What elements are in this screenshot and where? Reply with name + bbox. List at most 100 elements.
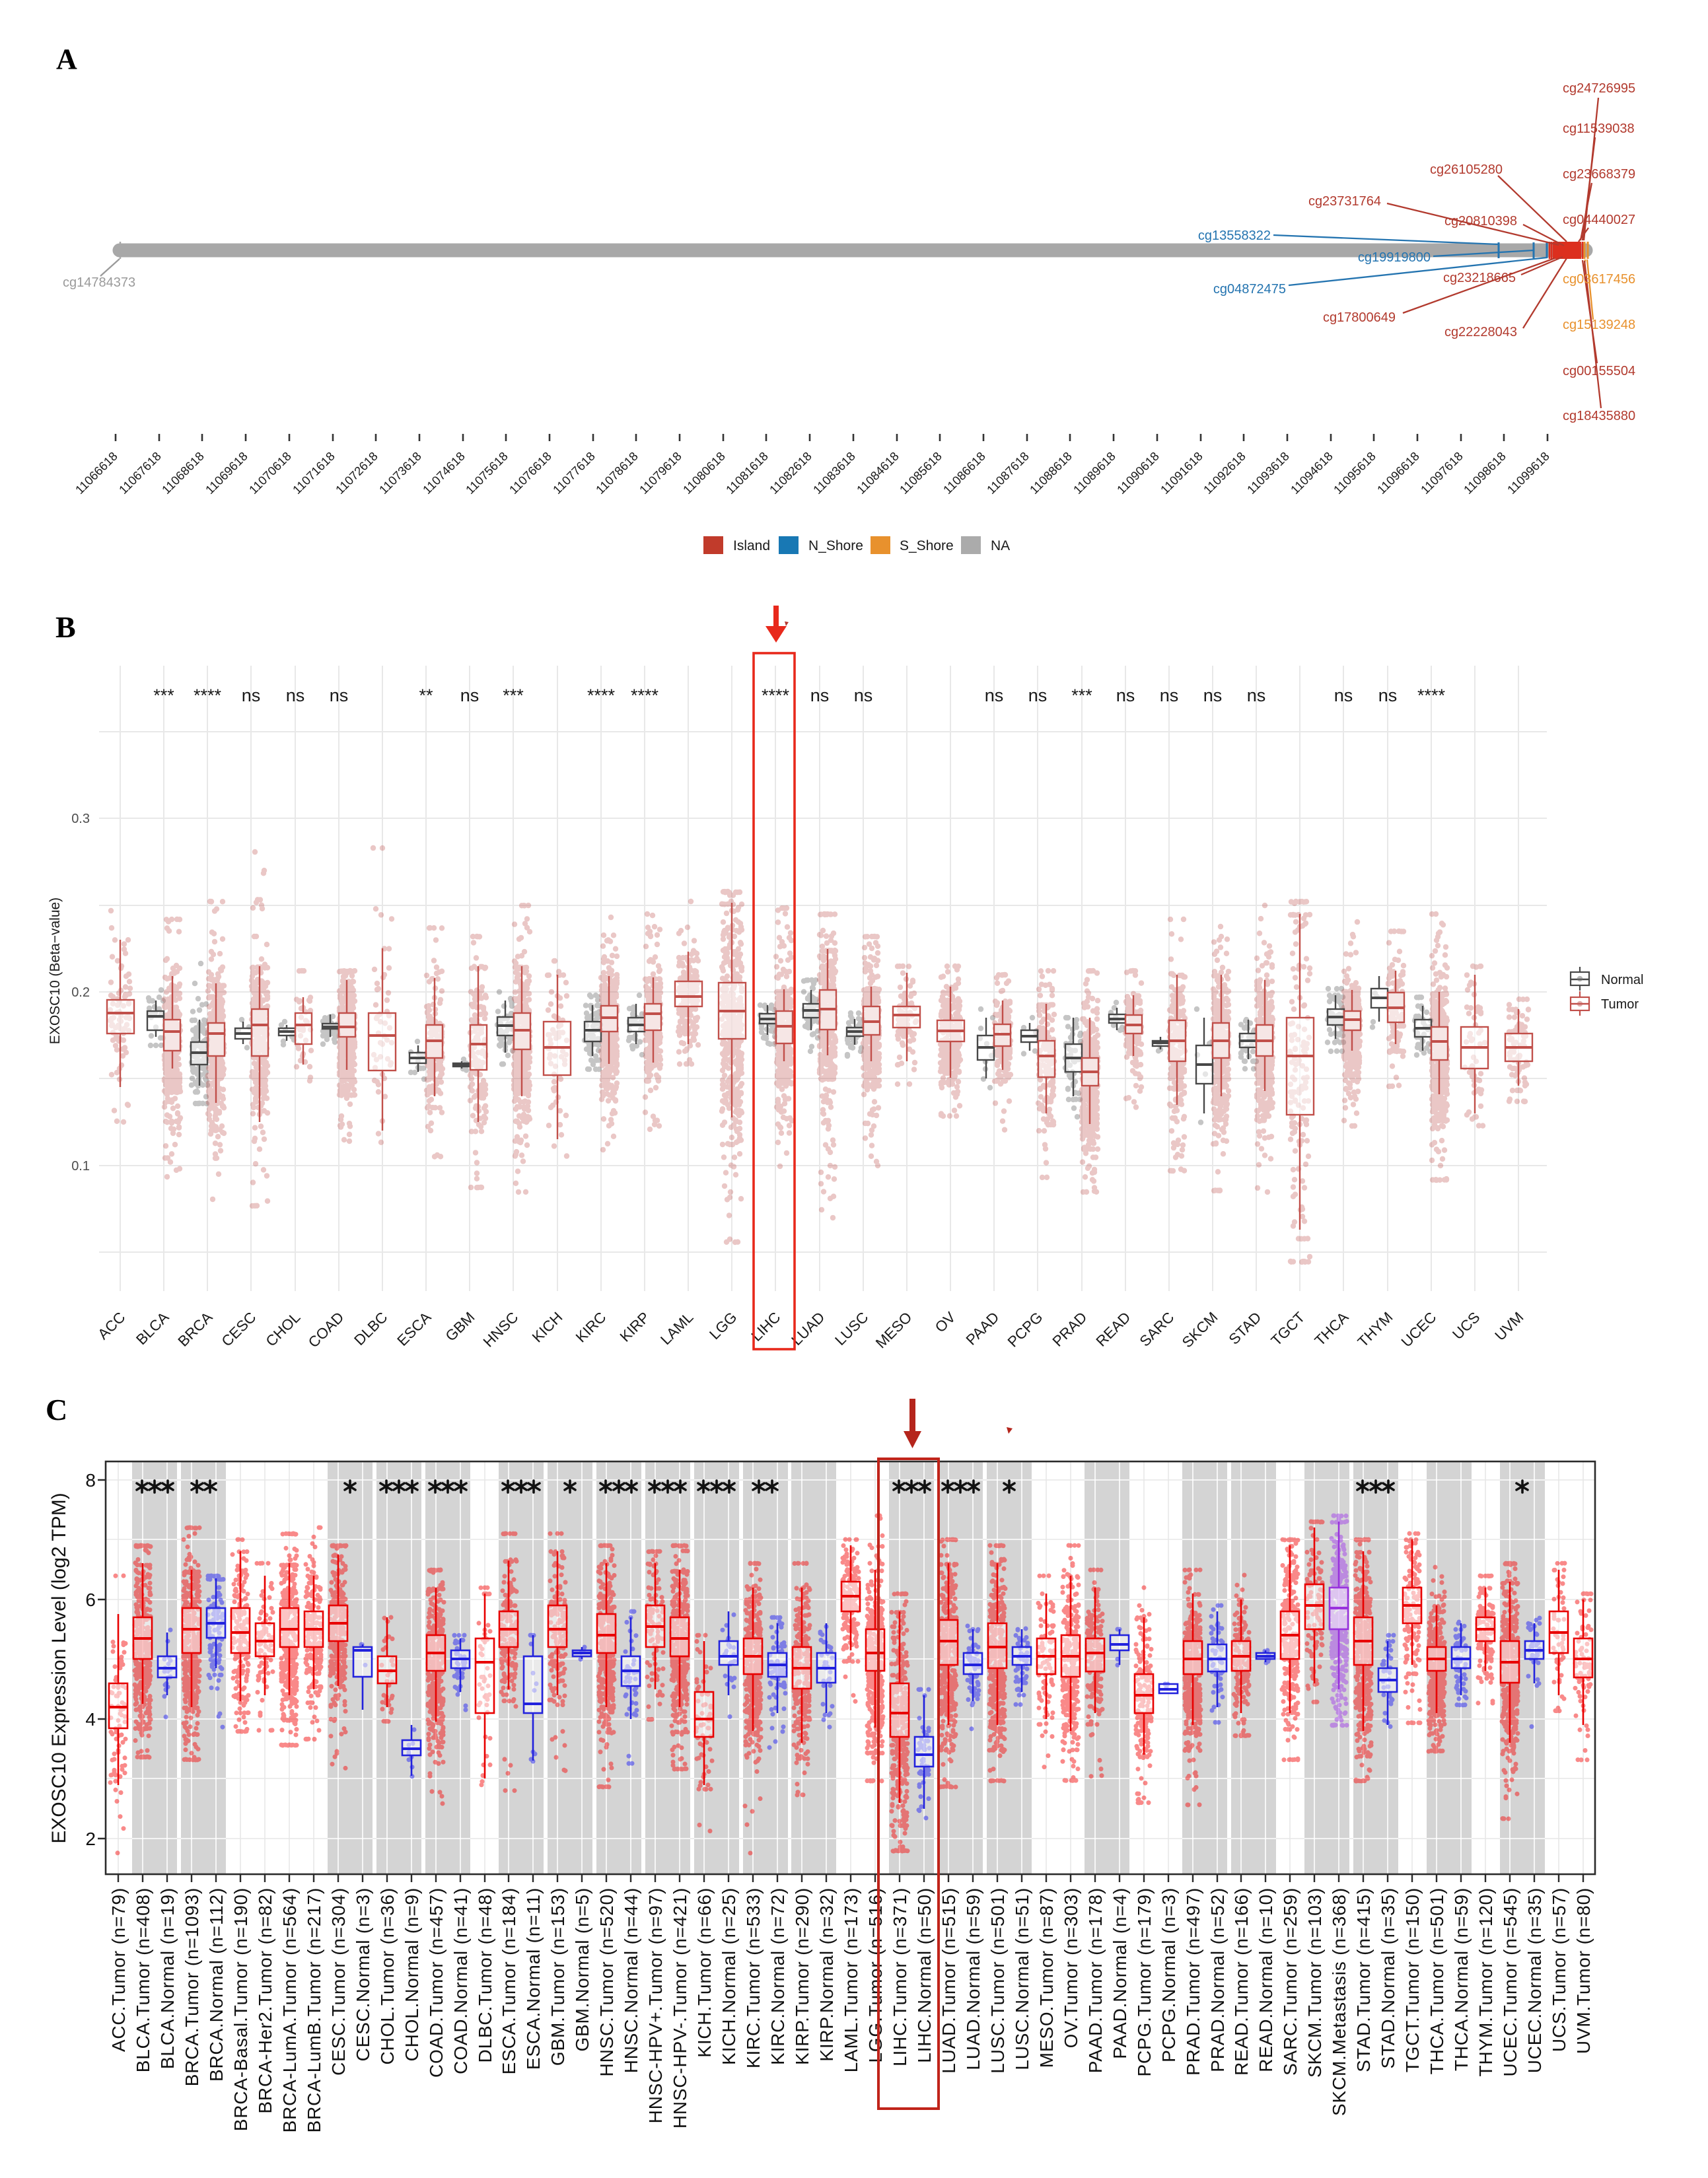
svg-text:KIRC.Normal (n=72): KIRC.Normal (n=72) (767, 1887, 788, 2065)
svg-text:cg23668379: cg23668379 (1563, 167, 1635, 182)
svg-text:cg00155504: cg00155504 (1563, 364, 1635, 378)
svg-text:ns: ns (1378, 685, 1398, 705)
svg-text:GBM.Normal (n=5): GBM.Normal (n=5) (572, 1887, 592, 2052)
svg-text:KICH.Normal (n=25): KICH.Normal (n=25) (719, 1887, 739, 2065)
svg-text:HNSC.Normal (n=44): HNSC.Normal (n=44) (621, 1887, 641, 2073)
svg-text:ns: ns (1247, 685, 1266, 705)
svg-text:ns: ns (1334, 685, 1353, 705)
svg-text:cg23218665: cg23218665 (1443, 271, 1516, 285)
svg-text:SARC.Tumor (n=259): SARC.Tumor (n=259) (1280, 1887, 1300, 2076)
svg-text:N_Shore: N_Shore (808, 538, 863, 553)
svg-text:PCPG.Normal (n=3): PCPG.Normal (n=3) (1158, 1887, 1179, 2062)
svg-text:ns: ns (286, 685, 305, 705)
svg-text:**: ** (419, 685, 433, 705)
svg-text:A: A (56, 43, 77, 75)
svg-text:KIRC.Tumor (n=533): KIRC.Tumor (n=533) (743, 1887, 764, 2068)
svg-text:BRCA-Basal.Tumor (n=190): BRCA-Basal.Tumor (n=190) (231, 1887, 251, 2131)
svg-text:cg26105280: cg26105280 (1430, 162, 1503, 177)
svg-text:***: *** (1071, 685, 1092, 705)
svg-text:****: **** (194, 685, 222, 705)
svg-text:C: C (46, 1393, 67, 1426)
svg-text:BLCA.Normal (n=19): BLCA.Normal (n=19) (157, 1887, 178, 2069)
svg-text:LUSC.Tumor (n=501): LUSC.Tumor (n=501) (987, 1887, 1008, 2074)
svg-text:8: 8 (85, 1470, 96, 1491)
svg-text:ESCA.Tumor (n=184): ESCA.Tumor (n=184) (499, 1887, 519, 2074)
svg-text:ns: ns (985, 685, 1004, 705)
svg-text:cg11539038: cg11539038 (1563, 122, 1635, 136)
svg-text:LAML.Tumor (n=173): LAML.Tumor (n=173) (841, 1887, 861, 2072)
svg-text:ns: ns (460, 685, 480, 705)
svg-text:STAD.Normal (n=35): STAD.Normal (n=35) (1378, 1887, 1398, 2069)
svg-text:TGCT.Tumor (n=150): TGCT.Tumor (n=150) (1402, 1887, 1423, 2072)
svg-text:PAAD.Normal (n=4): PAAD.Normal (n=4) (1110, 1887, 1130, 2059)
svg-text:GBM.Tumor (n=153): GBM.Tumor (n=153) (548, 1887, 568, 2066)
svg-text:0.3: 0.3 (71, 812, 90, 826)
svg-text:EXOSC10 Expression Level (log2: EXOSC10 Expression Level (log2 TPM) (48, 1493, 70, 1843)
svg-text:BRCA.Tumor (n=1093): BRCA.Tumor (n=1093) (182, 1887, 202, 2086)
svg-text:LIHC.Tumor (n=371): LIHC.Tumor (n=371) (890, 1887, 910, 2066)
svg-text:OV.Tumor (n=303): OV.Tumor (n=303) (1061, 1887, 1081, 2048)
svg-text:THCA.Tumor (n=501): THCA.Tumor (n=501) (1427, 1887, 1447, 2074)
svg-text:CESC.Tumor (n=304): CESC.Tumor (n=304) (328, 1887, 349, 2076)
svg-text:ns: ns (1203, 685, 1223, 705)
svg-text:ns: ns (242, 685, 261, 705)
svg-text:PRAD.Tumor (n=497): PRAD.Tumor (n=497) (1183, 1887, 1203, 2076)
svg-text:PRAD.Normal (n=52): PRAD.Normal (n=52) (1207, 1887, 1228, 2072)
svg-text:SKCM.Metastasis (n=368): SKCM.Metastasis (n=368) (1329, 1887, 1349, 2116)
svg-text:COAD.Tumor (n=457): COAD.Tumor (n=457) (426, 1887, 446, 2078)
svg-text:UVM.Tumor (n=80): UVM.Tumor (n=80) (1573, 1887, 1594, 2054)
svg-text:****: **** (587, 685, 616, 705)
svg-text:4: 4 (85, 1709, 96, 1730)
svg-text:HNSC-HPV+.Tumor (n=97): HNSC-HPV+.Tumor (n=97) (645, 1887, 666, 2123)
svg-text:cg04872475: cg04872475 (1213, 282, 1286, 297)
svg-text:***: *** (503, 685, 524, 705)
svg-text:cg04440027: cg04440027 (1563, 213, 1635, 227)
svg-text:cg15139248: cg15139248 (1563, 318, 1635, 332)
svg-text:PCPG.Tumor (n=179): PCPG.Tumor (n=179) (1134, 1887, 1155, 2076)
svg-text:ns: ns (854, 685, 873, 705)
svg-text:cg17800649: cg17800649 (1323, 310, 1396, 325)
svg-text:B: B (55, 610, 76, 644)
svg-text:SKCM.Tumor (n=103): SKCM.Tumor (n=103) (1304, 1887, 1325, 2078)
svg-text:ns: ns (1160, 685, 1179, 705)
svg-text:****: **** (762, 685, 790, 705)
svg-text:cg14784373: cg14784373 (63, 275, 135, 290)
svg-text:KIRP.Tumor (n=290): KIRP.Tumor (n=290) (792, 1887, 812, 2065)
svg-text:S_Shore: S_Shore (900, 538, 954, 553)
svg-text:ESCA.Normal (n=11): ESCA.Normal (n=11) (523, 1887, 544, 2070)
svg-text:MESO.Tumor (n=87): MESO.Tumor (n=87) (1036, 1887, 1057, 2068)
svg-text:KICH.Tumor (n=66): KICH.Tumor (n=66) (694, 1887, 715, 2058)
svg-text:NA: NA (991, 538, 1010, 553)
svg-text:****: **** (631, 685, 659, 705)
svg-text:Island: Island (733, 538, 770, 553)
svg-text:6: 6 (85, 1590, 96, 1610)
svg-text:LIHC.Normal (n=50): LIHC.Normal (n=50) (914, 1887, 935, 2063)
svg-text:cg18435880: cg18435880 (1563, 409, 1635, 423)
svg-text:LUAD.Tumor (n=515): LUAD.Tumor (n=515) (939, 1887, 959, 2074)
svg-text:cg13558322: cg13558322 (1198, 228, 1271, 243)
svg-text:Tumor: Tumor (1601, 997, 1639, 1012)
svg-text:Normal: Normal (1601, 973, 1643, 987)
svg-text:STAD.Tumor (n=415): STAD.Tumor (n=415) (1353, 1887, 1374, 2072)
svg-text:ns: ns (1116, 685, 1135, 705)
svg-text:cg03617456: cg03617456 (1563, 272, 1635, 287)
svg-text:cg23731764: cg23731764 (1308, 194, 1381, 209)
svg-text:ACC.Tumor (n=79): ACC.Tumor (n=79) (108, 1887, 129, 2052)
svg-text:BRCA-LumB.Tumor (n=217): BRCA-LumB.Tumor (n=217) (304, 1887, 324, 2132)
svg-text:cg20810398: cg20810398 (1444, 214, 1517, 228)
svg-text:CHOL.Tumor (n=36): CHOL.Tumor (n=36) (377, 1887, 398, 2065)
svg-text:COAD.Normal (n=41): COAD.Normal (n=41) (450, 1887, 471, 2074)
svg-text:LUSC.Normal (n=51): LUSC.Normal (n=51) (1012, 1887, 1032, 2070)
svg-text:0.1: 0.1 (71, 1159, 90, 1174)
svg-text:UCS.Tumor (n=57): UCS.Tumor (n=57) (1549, 1887, 1569, 2052)
svg-text:UCEC.Normal (n=35): UCEC.Normal (n=35) (1524, 1887, 1545, 2073)
svg-text:cg24726995: cg24726995 (1563, 81, 1635, 96)
svg-text:0.2: 0.2 (71, 985, 90, 1000)
svg-text:READ.Normal (n=10): READ.Normal (n=10) (1256, 1887, 1276, 2072)
svg-text:ns: ns (810, 685, 830, 705)
svg-text:BRCA-Her2.Tumor (n=82): BRCA-Her2.Tumor (n=82) (255, 1887, 275, 2114)
svg-text:ns: ns (1028, 685, 1048, 705)
svg-text:LGG.Tumor (n=516): LGG.Tumor (n=516) (865, 1887, 886, 2062)
svg-text:EXOSC10 (Beta−value): EXOSC10 (Beta−value) (48, 897, 63, 1044)
svg-text:THCA.Normal (n=59): THCA.Normal (n=59) (1451, 1887, 1472, 2071)
